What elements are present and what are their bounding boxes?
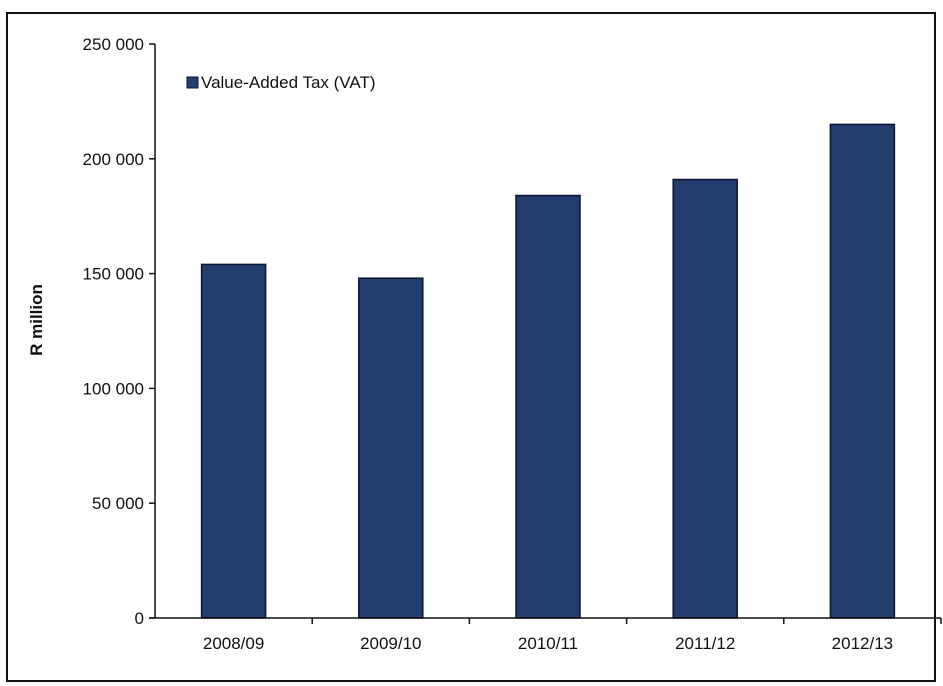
bar-2008-09 bbox=[200, 263, 267, 619]
y-tick-label: 50 000 bbox=[92, 494, 144, 513]
legend: Value-Added Tax (VAT) bbox=[186, 73, 376, 92]
x-tick-label: 2009/10 bbox=[360, 634, 421, 653]
bar-2011-12 bbox=[672, 178, 738, 619]
y-tick-label: 150 000 bbox=[83, 265, 144, 284]
x-tick-label: 2008/09 bbox=[203, 634, 264, 653]
bar-2010-11 bbox=[515, 194, 581, 619]
bars-layer bbox=[200, 123, 896, 619]
chart-frame bbox=[6, 12, 936, 682]
legend-swatch bbox=[186, 76, 199, 89]
axis-layer bbox=[149, 43, 942, 624]
y-tick-label: 100 000 bbox=[83, 379, 144, 398]
y-tick-label: 250 000 bbox=[83, 35, 144, 54]
y-tick-label: 200 000 bbox=[83, 150, 144, 169]
x-tick-label: 2011/12 bbox=[675, 634, 735, 653]
legend-label: Value-Added Tax (VAT) bbox=[201, 73, 376, 92]
bar-2012-13 bbox=[829, 123, 896, 619]
y-tick-label: 0 bbox=[135, 609, 144, 628]
x-tick-label: 2010/11 bbox=[518, 634, 578, 653]
y-axis-title: R million bbox=[27, 284, 46, 356]
label-layer: 0 50 000 100 000 150 000 200 000 250 000 2008/… bbox=[83, 35, 894, 653]
bar-2009-10 bbox=[358, 277, 424, 619]
x-tick-label: 2012/13 bbox=[832, 634, 893, 653]
